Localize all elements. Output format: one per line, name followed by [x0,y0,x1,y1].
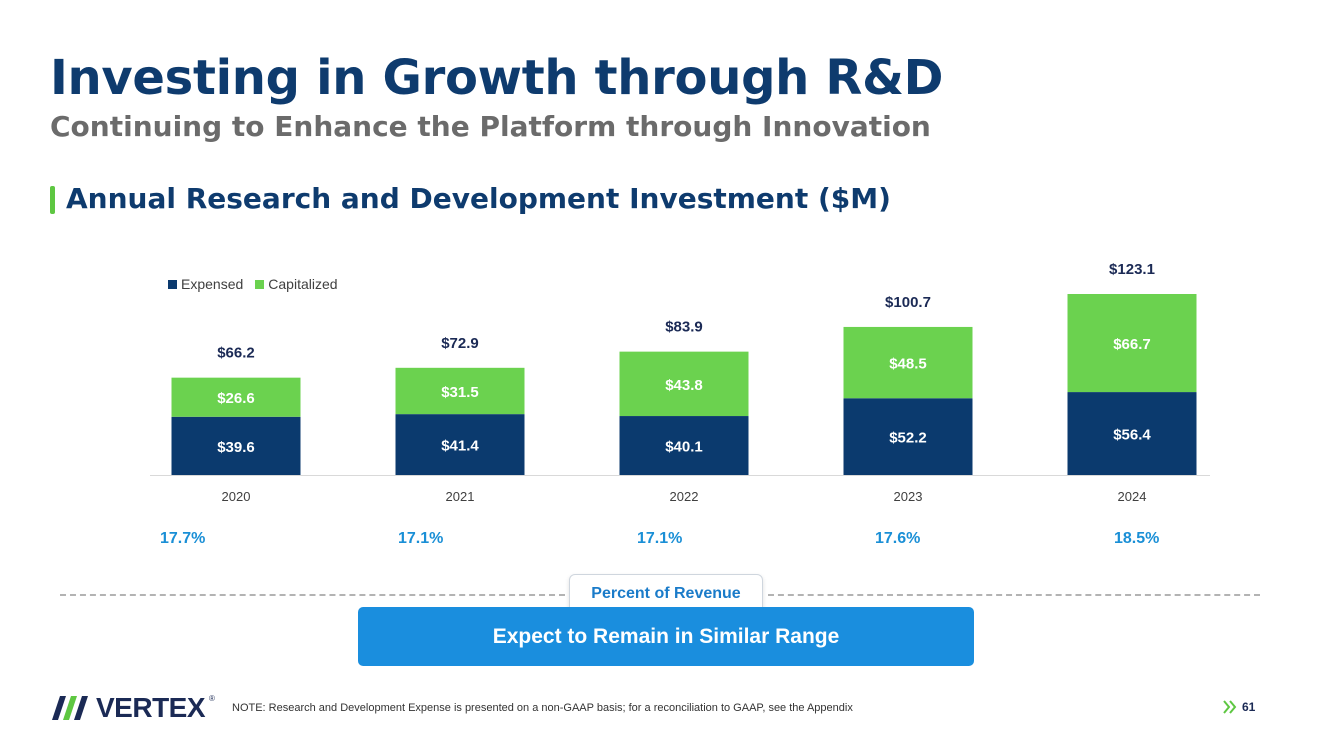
label-total-2023: $100.7 [885,294,931,311]
bar-expensed-2023 [843,398,973,475]
x-tick-2020: 2020 [222,489,251,504]
vertex-logo-icon [52,696,88,720]
percent-2021: 17.1% [398,530,444,547]
dashed-divider-left [60,594,565,596]
legend-item-capitalized: Capitalized [255,276,338,292]
label-capitalized-2020: $26.6 [217,390,255,407]
page-subtitle: Continuing to Enhance the Platform throu… [50,110,931,143]
legend-item-expensed: Expensed [168,276,243,292]
bar-expensed-2021 [395,414,525,475]
label-total-2022: $83.9 [665,319,703,336]
x-tick-2024: 2024 [1118,489,1147,504]
label-expensed-2021: $41.4 [441,438,479,455]
page-title: Investing in Growth through R&D [50,50,944,106]
bar-capitalized-2022 [619,351,749,417]
double-chevron-icon [1223,700,1237,714]
page-number-text: 61 [1242,700,1256,714]
label-total-2020: $66.2 [217,345,255,362]
label-total-2021: $72.9 [441,335,479,352]
bar-capitalized-2020 [171,377,301,417]
bar-expensed-2020 [171,416,301,475]
label-expensed-2024: $56.4 [1113,427,1151,444]
chart-legend: Expensed Capitalized [168,276,338,292]
bar-capitalized-2023 [843,326,973,399]
label-expensed-2020: $39.6 [217,439,255,456]
page-number: 61 [1222,700,1255,714]
label-total-2024: $123.1 [1109,261,1155,278]
legend-swatch-capitalized [255,279,265,289]
bar-expensed-2022 [619,416,749,475]
label-expensed-2023: $52.2 [889,430,927,447]
label-capitalized-2024: $66.7 [1113,336,1151,353]
label-expensed-2022: $40.1 [665,439,703,456]
rd-investment-chart: $39.6 $26.6 $66.2 2020 $41.4 $31.5 $72.9 2021 $4… [150,261,1210,504]
bar-expensed-2024 [1067,392,1197,475]
percent-2022: 17.1% [637,530,683,547]
label-capitalized-2023: $48.5 [889,356,927,373]
expect-range-callout: Expect to Remain in Similar Range [358,607,974,666]
legend-label-expensed: Expensed [181,276,244,292]
legend-label-capitalized: Capitalized [268,276,338,292]
x-tick-2022: 2022 [670,489,699,504]
percent-2024: 18.5% [1114,530,1160,547]
label-capitalized-2022: $43.8 [665,377,703,394]
section-title: Annual Research and Development Investme… [66,182,891,215]
section-accent-bar [50,186,55,214]
percent-2023: 17.6% [875,530,921,547]
footnote: NOTE: Research and Development Expense i… [232,702,853,714]
logo-text: VERTEX [96,692,206,723]
vertex-logo: VERTEX ® [50,692,215,724]
label-capitalized-2021: $31.5 [441,384,479,401]
dashed-divider-right [768,594,1260,596]
bar-capitalized-2021 [395,367,525,415]
percent-2020: 17.7% [160,530,206,547]
bar-capitalized-2024 [1067,294,1197,393]
logo-trademark: ® [209,693,215,703]
legend-swatch-expensed [168,279,177,289]
x-tick-2023: 2023 [894,489,923,504]
x-tick-2021: 2021 [446,489,475,504]
